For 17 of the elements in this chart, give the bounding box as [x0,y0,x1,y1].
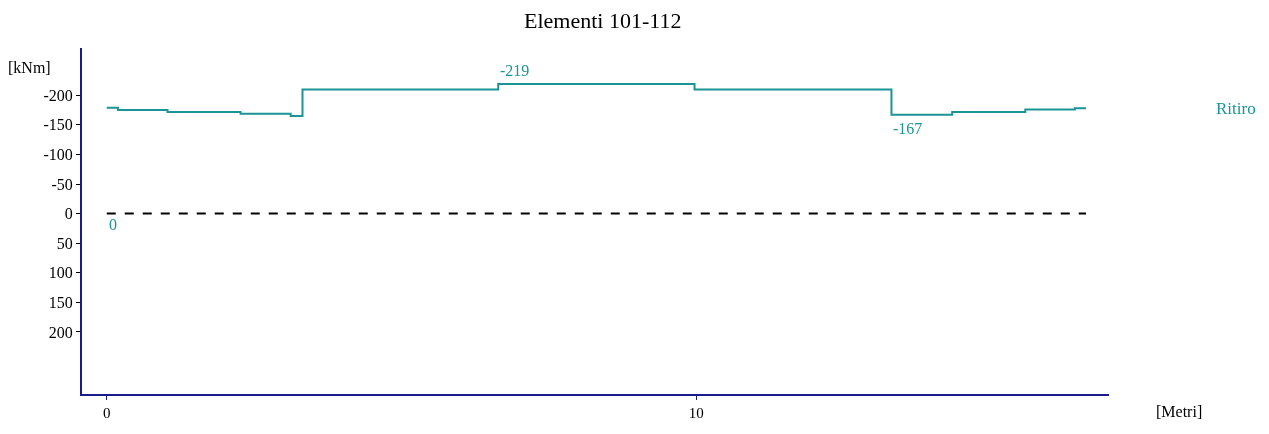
y-tick-label: -50 [51,175,73,193]
y-tick-label: 200 [48,323,73,341]
ref-line-label: 0 [109,216,117,233]
y-axis-title: [kNm] [8,59,51,76]
x-axis-title: [Metri] [1156,403,1203,420]
y-tick-label: 150 [48,293,73,311]
y-tick-label: 50 [56,234,73,252]
y-tick-label: -150 [43,116,73,134]
y-tick-label: -100 [43,146,73,164]
x-tick-label: 10 [688,405,704,421]
y-tick-label: -200 [43,86,73,104]
annotation: -219 [500,62,530,79]
text: Ritiro [1216,99,1256,118]
y-tick-label: 0 [64,205,73,223]
y-tick-label: 100 [48,264,73,282]
chart-title: Elementi 101-112 [524,8,682,34]
annotation: -167 [893,120,923,137]
